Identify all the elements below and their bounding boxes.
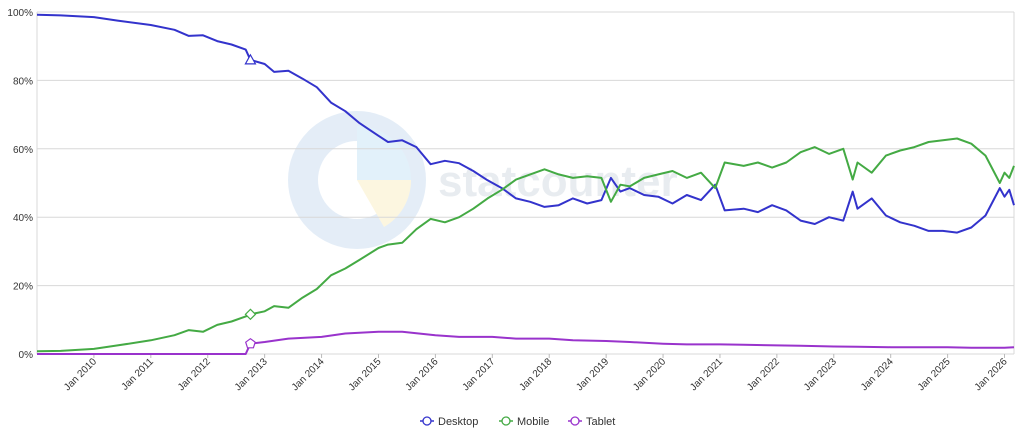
series-markers [244,53,257,349]
legend[interactable]: Desktop Mobile Tablet [420,416,615,428]
x-tick-label: Jan 2012 [176,356,213,393]
x-tick-label: Jan 2025 [916,356,953,393]
x-tick-label: Jan 2017 [461,356,498,393]
y-tick-label: 60% [13,145,33,156]
watermark-text: statcounter [438,157,678,206]
x-tick-label: Jan 2013 [233,356,270,393]
x-axis-ticks: Jan 2010 Jan 2011 Jan 2012 Jan 2013 Jan 2014… [62,354,1010,393]
y-tick-label: 40% [13,213,33,224]
legend-marker-tablet [570,416,580,426]
x-tick-label: Jan 2018 [517,356,554,393]
legend-label-tablet[interactable]: Tablet [586,416,615,428]
x-tick-label: Jan 2015 [347,356,384,393]
x-tick-label: Jan 2014 [290,356,327,393]
watermark: statcounter [288,111,678,249]
y-tick-label: 20% [13,282,33,293]
x-tick-label: Jan 2016 [404,356,441,393]
legend-marker-mobile [501,416,511,426]
x-tick-label: Jan 2024 [859,356,896,393]
y-tick-label: 100% [7,8,33,19]
legend-label-mobile[interactable]: Mobile [517,416,549,428]
x-tick-label: Jan 2010 [62,356,99,393]
x-tick-label: Jan 2021 [688,356,725,393]
series-line-desktop [36,13,1015,234]
watermark-logo-slice-blue [357,126,411,180]
y-tick-label: 0% [19,350,34,361]
x-tick-label: Jan 2019 [574,356,611,393]
x-tick-label: Jan 2020 [631,356,668,393]
legend-marker-desktop [422,416,432,426]
desktop-marker [244,53,257,65]
series-line-tablet [37,330,1015,355]
x-tick-label: Jan 2022 [745,356,782,393]
y-tick-label: 80% [13,76,33,87]
x-tick-label: Jan 2026 [973,356,1010,393]
series-line-mobile [36,137,1015,353]
y-axis-ticks: 0% 20% 40% 60% 80% 100% [7,8,33,361]
watermark-logo-slice-yellow [357,180,412,227]
mobile-marker [244,308,257,321]
plot-background [37,12,1014,354]
x-tick-label: Jan 2023 [802,356,839,393]
series-lines [36,13,1015,355]
x-tick-label: Jan 2011 [120,356,157,393]
legend-label-desktop[interactable]: Desktop [438,416,478,428]
tablet-marker [244,337,256,349]
